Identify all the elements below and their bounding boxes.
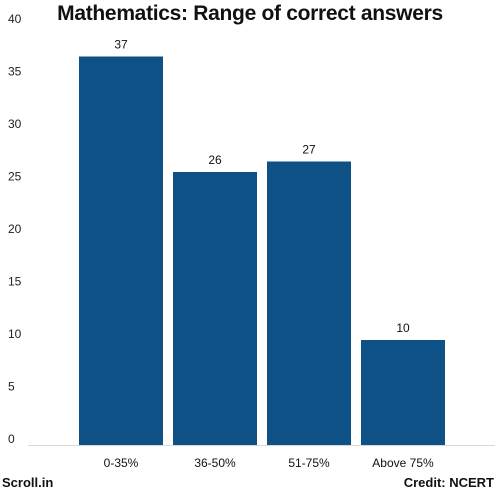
- data-label: 26: [208, 153, 222, 167]
- data-label: 37: [114, 38, 128, 52]
- data-label: 27: [302, 143, 316, 157]
- credit-label: Credit: NCERT: [403, 475, 494, 490]
- bars: [79, 56, 445, 445]
- source-label: Scroll.in: [2, 475, 54, 490]
- category-labels: 0-35% 36-50% 51-75% Above 75%: [104, 456, 434, 470]
- y-tick-label: 30: [8, 117, 22, 131]
- y-tick-label: 0: [8, 432, 15, 446]
- y-tick-label: 20: [8, 222, 22, 236]
- data-label: 10: [396, 321, 410, 335]
- chart-title: Mathematics: Range of correct answers: [57, 2, 443, 25]
- value-labels: 37 26 27 10: [114, 38, 410, 336]
- x-tick-label: 36-50%: [194, 456, 236, 470]
- y-tick-label: 25: [8, 170, 22, 184]
- bar: [361, 340, 445, 445]
- y-tick-label: 5: [8, 380, 15, 394]
- bar: [267, 161, 351, 445]
- x-tick-label: Above 75%: [372, 456, 434, 470]
- bar: [79, 56, 163, 445]
- x-tick-label: 0-35%: [104, 456, 139, 470]
- y-axis: 0 5 10 15 20 25 30 35 40: [8, 12, 22, 446]
- y-tick-label: 15: [8, 275, 22, 289]
- bar: [173, 172, 257, 445]
- y-tick-label: 10: [8, 327, 22, 341]
- y-tick-label: 40: [8, 12, 22, 26]
- y-tick-label: 35: [8, 65, 22, 79]
- x-tick-label: 51-75%: [288, 456, 330, 470]
